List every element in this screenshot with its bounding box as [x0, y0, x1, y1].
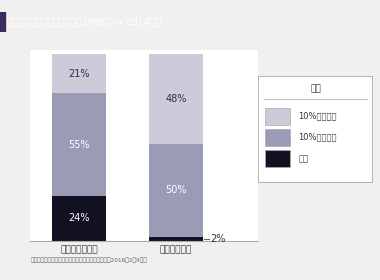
- Text: 50%: 50%: [165, 185, 187, 195]
- Bar: [52, 93, 106, 196]
- Bar: [265, 150, 290, 167]
- Text: 10%以上増加: 10%以上増加: [298, 111, 337, 120]
- Text: 10%未満増加: 10%未満増加: [298, 133, 337, 142]
- Bar: [0, 12, 5, 32]
- Bar: [149, 54, 203, 144]
- Bar: [265, 108, 290, 125]
- Bar: [149, 237, 203, 241]
- Text: 凡例: 凡例: [310, 84, 321, 93]
- Bar: [52, 54, 106, 93]
- Text: 21%: 21%: [68, 69, 90, 79]
- Text: 出所：厚生労働省医政局、医師確保対策について（2016年2月9日）: 出所：厚生労働省医政局、医師確保対策について（2016年2月9日）: [30, 258, 147, 263]
- Bar: [265, 129, 290, 146]
- Text: 医療施設従事医師数の増減（2008年 → 2014年）: 医療施設従事医師数の増減（2008年 → 2014年）: [7, 18, 161, 27]
- Bar: [149, 144, 203, 237]
- Text: 48%: 48%: [165, 94, 187, 104]
- Text: 2%: 2%: [211, 234, 226, 244]
- Text: 24%: 24%: [68, 213, 90, 223]
- Bar: [52, 196, 106, 241]
- Text: 55%: 55%: [68, 140, 90, 150]
- Text: 減少: 減少: [298, 154, 308, 163]
